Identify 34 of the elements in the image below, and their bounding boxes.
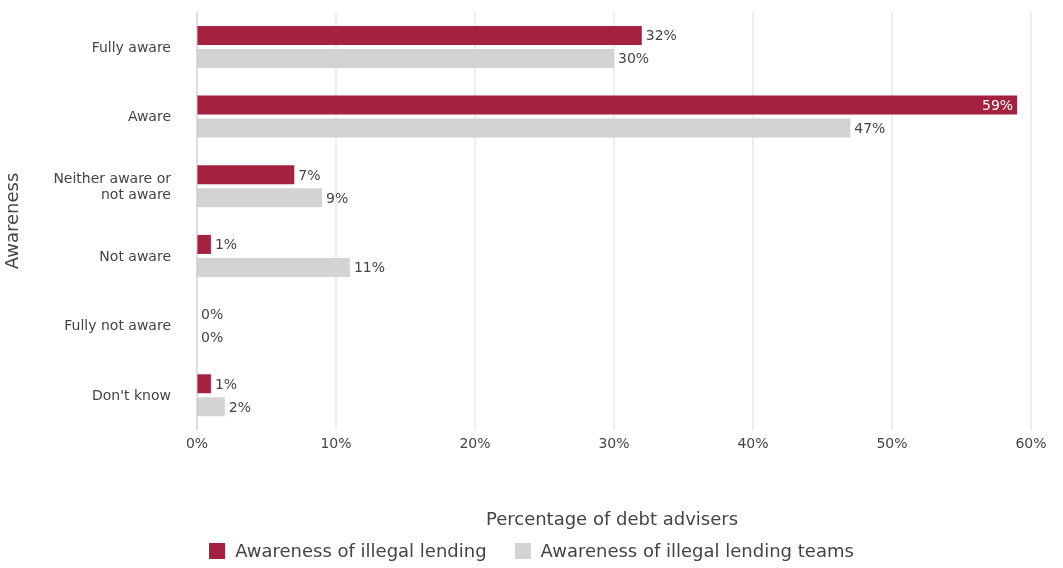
x-tick-label: 60% <box>1015 434 1047 451</box>
bar <box>197 25 642 45</box>
bar <box>197 374 211 394</box>
data-label: 1% <box>214 375 238 392</box>
y-tick-label: Not aware <box>99 247 171 264</box>
y-axis-title: Awareness <box>1 172 23 270</box>
data-label: 0% <box>201 329 224 345</box>
y-tick-label: Neither aware or not aware <box>53 169 172 203</box>
data-label: 30% <box>618 50 650 67</box>
bar <box>197 95 1018 115</box>
data-label: 59% <box>981 97 1014 113</box>
y-tick-label: Don't know <box>91 387 171 404</box>
y-tick-label: Aware <box>127 108 171 125</box>
data-label: 11% <box>353 259 386 276</box>
data-label: 9% <box>326 189 349 206</box>
legend-label: Awareness of illegal lending <box>235 540 487 561</box>
data-label: 7% <box>298 166 321 183</box>
x-axis-title: Percentage of debt advisers <box>484 508 740 529</box>
data-label: 0% <box>201 306 224 322</box>
data-label: 1% <box>214 236 238 253</box>
bar <box>197 165 295 185</box>
data-label: 2% <box>228 398 252 415</box>
x-tick-label: 30% <box>598 434 630 451</box>
x-tick-label: 50% <box>876 434 908 451</box>
x-tick-label: 40% <box>737 434 769 451</box>
x-tick-label: 10% <box>320 434 352 451</box>
y-tick-label: Fully not aware <box>64 317 171 334</box>
x-tick-label: 20% <box>459 434 491 451</box>
bar <box>197 234 211 254</box>
data-label: 32% <box>645 27 677 44</box>
data-label: 47% <box>854 120 886 136</box>
x-tick-label: 0% <box>185 434 209 451</box>
legend-label: Awareness of illegal lending teams <box>540 540 854 561</box>
y-tick-label: Fully aware <box>91 38 171 55</box>
